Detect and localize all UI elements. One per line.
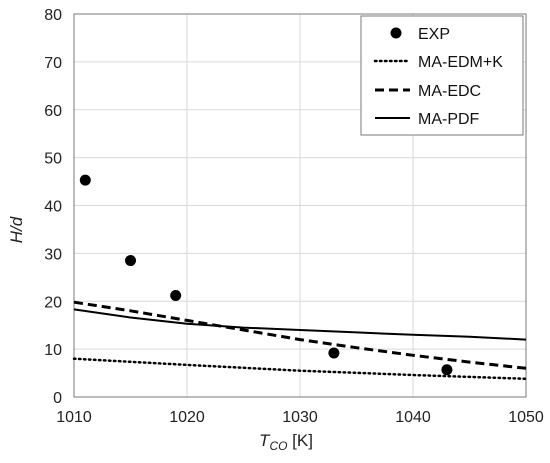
series-line-ma-pdf xyxy=(73,308,527,341)
x-tick-label: 1010 xyxy=(56,409,92,426)
legend-label-ma-pdf: MA-PDF xyxy=(418,111,480,128)
legend-marker-exp xyxy=(390,27,402,39)
x-axis-label-main: T xyxy=(259,431,271,450)
legend-entry-ma-edm-k: MA-EDM+K xyxy=(373,54,503,71)
y-tick-label: 70 xyxy=(44,55,62,72)
data-point-exp xyxy=(125,255,136,267)
legend-label-ma-edm-k: MA-EDM+K xyxy=(418,54,503,71)
legend-label-exp: EXP xyxy=(418,26,450,43)
x-axis-label-unit: [K] xyxy=(287,431,313,450)
series-layer xyxy=(72,174,528,381)
data-point-exp xyxy=(79,174,91,186)
y-tick-label: 80 xyxy=(44,7,62,24)
y-axis-label: H/d xyxy=(7,216,26,243)
y-tick-label: 60 xyxy=(44,103,62,120)
y-tick-label: 50 xyxy=(44,151,62,168)
x-tick-label: 1040 xyxy=(395,409,431,426)
legend-entry-exp: EXP xyxy=(390,26,450,43)
legend-entry-ma-edc: MA-EDC xyxy=(375,83,481,100)
y-tick-label: 40 xyxy=(44,199,62,216)
x-axis-label-sub: CO xyxy=(269,439,287,453)
x-axis-label: TCO [K] xyxy=(259,431,313,453)
x-tick-label: 1030 xyxy=(282,409,318,426)
y-tick-label: 30 xyxy=(44,246,62,263)
data-point-exp xyxy=(441,364,453,376)
y-tick-label: 0 xyxy=(53,390,62,407)
series-line-ma-edc xyxy=(73,300,527,370)
legend-box xyxy=(360,15,524,136)
x-tick-label: 1020 xyxy=(169,409,205,426)
plot-frame xyxy=(73,13,527,398)
y-tick-label: 20 xyxy=(44,294,62,311)
legend: EXP MA-EDM+K MA-EDC MA-PDF xyxy=(360,15,524,136)
data-point-exp xyxy=(328,347,340,359)
legend-entry-ma-pdf: MA-PDF xyxy=(375,111,480,128)
legend-label-ma-edc: MA-EDC xyxy=(418,83,481,100)
series-line-ma-edm-k xyxy=(72,357,528,381)
data-point-exp xyxy=(170,290,182,302)
y-tick-label: 10 xyxy=(44,342,62,359)
x-tick-label: 1050 xyxy=(508,409,544,426)
